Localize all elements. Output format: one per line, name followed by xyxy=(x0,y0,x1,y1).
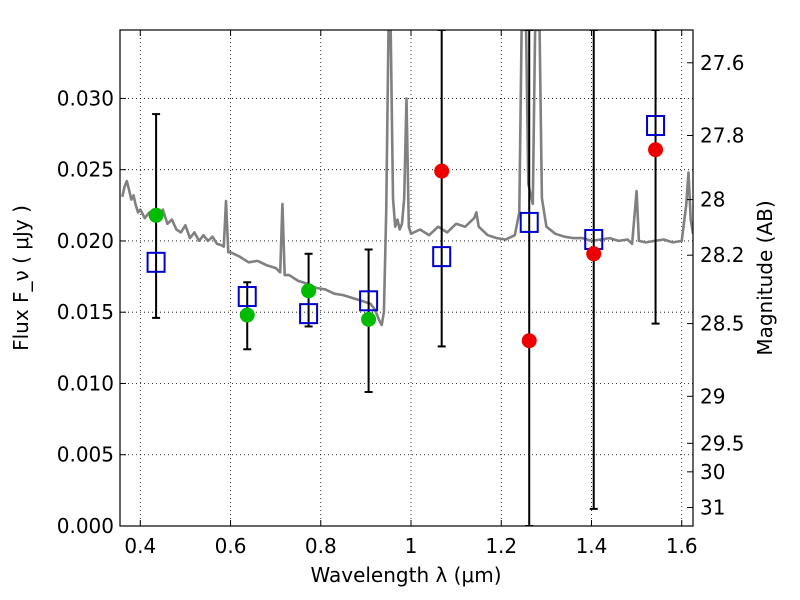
spectrum-layer xyxy=(121,30,693,327)
x-tick-label: 0.6 xyxy=(215,534,247,558)
model-square-marker xyxy=(432,246,452,268)
photometry-point xyxy=(586,246,602,262)
plot-frame xyxy=(119,29,694,527)
y-tick-label: 0.000 xyxy=(57,514,114,538)
x-axis: 0.4 0.6 0.8 1 1.2 1.4 1.6 xyxy=(124,30,698,558)
y2-tick-label: 29.5 xyxy=(700,431,745,455)
y2-tick-label: 27.8 xyxy=(700,123,745,147)
x-tick-label: 0.4 xyxy=(124,534,156,558)
grid-lines xyxy=(120,30,693,527)
y-tick-label: 0.005 xyxy=(57,443,114,467)
photometry-point xyxy=(239,307,255,323)
photometry-point xyxy=(648,142,664,158)
y-tick-label: 0.030 xyxy=(57,86,114,110)
x-tick-label: 0.8 xyxy=(305,534,337,558)
photometry-point xyxy=(361,311,377,327)
y2-tick-label: 30 xyxy=(700,460,725,484)
model-square-marker xyxy=(359,290,379,312)
model-square-marker xyxy=(146,251,166,273)
x-tick-label: 1.4 xyxy=(576,534,608,558)
y-tick-label: 0.025 xyxy=(57,158,114,182)
y-axis-right: 27.6 27.8 28 28.2 28.5 29 29.5 30 31 xyxy=(687,51,745,519)
model-square-marker xyxy=(299,303,319,325)
y2-tick-label: 28 xyxy=(700,188,725,212)
photometry-point xyxy=(434,163,450,179)
y-axis-left: 0.000 0.005 0.010 0.015 0.020 0.025 0.030 xyxy=(57,86,126,538)
plot-area xyxy=(119,29,694,527)
y2-tick-label: 27.6 xyxy=(700,51,745,75)
marker-layer xyxy=(146,114,666,349)
y2-tick-label: 28.2 xyxy=(700,243,745,267)
model-square-marker xyxy=(237,286,257,308)
x-tick-label: 1 xyxy=(405,534,418,558)
x-tick-label: 1.6 xyxy=(666,534,698,558)
photometry-point xyxy=(521,333,537,349)
spectrum-line xyxy=(121,30,693,327)
model-square-marker xyxy=(646,114,666,136)
y-tick-label: 0.010 xyxy=(57,371,114,395)
y-axis-label: Flux F_ν ( μJy ) xyxy=(9,205,33,351)
photometry-point xyxy=(301,283,317,299)
y-tick-label: 0.020 xyxy=(57,229,114,253)
y2-tick-label: 29 xyxy=(700,384,725,408)
y-tick-label: 0.015 xyxy=(57,300,114,324)
photometry-point xyxy=(148,207,164,223)
y2-tick-label: 31 xyxy=(700,495,725,519)
y2-tick-label: 28.5 xyxy=(700,312,745,336)
x-axis-label: Wavelength λ (μm) xyxy=(310,563,501,587)
model-square-marker xyxy=(519,211,539,233)
y2-axis-label: Magnitude (AB) xyxy=(753,200,777,355)
x-tick-label: 1.2 xyxy=(485,534,517,558)
